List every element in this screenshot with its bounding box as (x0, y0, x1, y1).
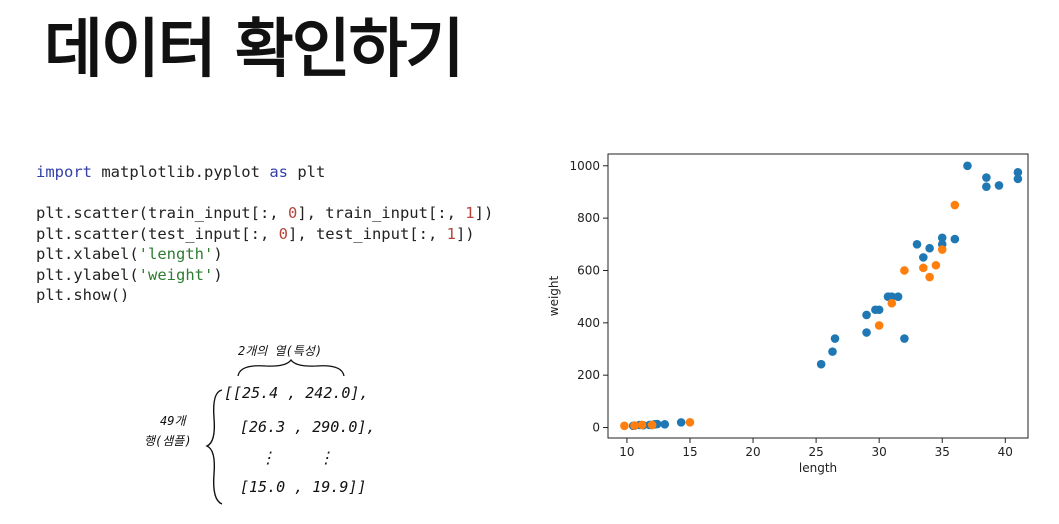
test-point (874, 321, 884, 330)
train-point (816, 359, 826, 369)
x-tick-label: 15 (682, 445, 697, 459)
train-point (830, 334, 840, 343)
test-point (637, 420, 647, 430)
code-line-scatter-test: plt.scatter(test_input[:, 0], test_input… (36, 224, 493, 245)
code-text: ]) (474, 204, 494, 222)
code-string: 'weight' (138, 265, 214, 284)
columns-note: 2개의 열(특성) (238, 344, 323, 358)
code-line-show: plt.show() (36, 286, 130, 304)
matrix-row-last: [15.0 , 19.9]] (240, 478, 367, 496)
plot-frame (607, 153, 1029, 439)
code-line-ylabel: plt.ylabel('weight') (36, 265, 493, 286)
train-point (925, 243, 934, 253)
test-point (900, 266, 909, 275)
matrix-row-1: [[25.4 , 242.0], (224, 384, 369, 402)
code-text: ) (213, 265, 223, 284)
train-point (874, 305, 884, 315)
code-text: plt.xlabel( (36, 245, 139, 263)
matrix-dots-right: ⋮ (318, 448, 334, 467)
test-point (919, 263, 928, 273)
train-point (982, 182, 991, 192)
x-axis-label: length (799, 461, 837, 475)
train-point (1013, 168, 1023, 177)
y-tick-label: 1000 (569, 159, 600, 173)
rows-note-label: 행(샘플) (144, 434, 192, 448)
code-text: matplotlib.pyplot (92, 163, 270, 181)
brace-left (205, 389, 223, 505)
test-point (950, 200, 960, 210)
train-point (660, 420, 670, 429)
train-point (676, 418, 686, 427)
code-line-scatter-train: plt.scatter(train_input[:, 0], train_inp… (36, 203, 493, 224)
code-text: plt.scatter(train_input[:, (36, 204, 288, 222)
code-text: plt.scatter(test_input[:, (36, 224, 279, 243)
code-text: ], test_input[:, (287, 224, 447, 243)
code-text: ) (213, 245, 223, 263)
matrix-row-2: [26.3 , 290.0], (240, 418, 376, 436)
train-point (919, 253, 928, 262)
code-number: 1 (465, 204, 475, 222)
matrix-dots-left: ⋮ (260, 448, 276, 467)
train-point (982, 173, 991, 182)
y-tick-label: 400 (577, 316, 600, 330)
x-tick-label: 10 (619, 445, 634, 459)
train-point (900, 334, 909, 343)
y-tick-label: 800 (577, 211, 600, 225)
y-axis-label: weight (547, 275, 561, 316)
code-line-blank (36, 183, 493, 204)
train-point (893, 292, 903, 301)
x-tick-label: 25 (808, 445, 823, 459)
code-number: 1 (446, 224, 456, 243)
x-tick-label: 40 (998, 445, 1013, 459)
x-tick-label: 35 (935, 445, 950, 459)
scatter-chart: 10 15 20 25 30 35 4002004006008001000lengthwei… (547, 153, 1029, 475)
code-keyword: import (36, 163, 92, 181)
code-text: ]) (455, 224, 475, 243)
test-point (887, 298, 897, 308)
test-point (937, 245, 947, 254)
test-point (647, 420, 657, 430)
train-point (862, 328, 871, 337)
train-point (963, 161, 972, 171)
code-text: plt.ylabel( (36, 265, 139, 284)
train-point (937, 233, 947, 243)
code-block: import matplotlib.pyplot as plt plt.scat… (36, 162, 493, 306)
train-point (994, 181, 1004, 190)
code-string: 'length' (138, 245, 214, 263)
y-tick-label: 200 (577, 368, 600, 382)
rows-note-count: 49개 (160, 414, 186, 428)
test-point (925, 272, 934, 282)
code-text: plt (287, 163, 326, 181)
test-point (620, 421, 629, 431)
code-line-xlabel: plt.xlabel('length') (36, 244, 493, 265)
train-point (950, 234, 960, 244)
x-tick-label: 30 (872, 445, 887, 459)
y-tick-label: 0 (592, 421, 600, 435)
test-point (630, 421, 639, 430)
code-number: 0 (287, 204, 298, 222)
code-number: 0 (278, 224, 288, 243)
test-point (685, 418, 695, 427)
train-point (912, 240, 922, 249)
test-point (931, 260, 941, 270)
page-title: 데이터 확인하기 (44, 13, 464, 87)
train-point (887, 292, 897, 301)
code-keyword: as (269, 163, 288, 181)
train-point (828, 347, 837, 356)
train-point (1013, 174, 1023, 184)
code-line-import: import matplotlib.pyplot as plt (36, 162, 493, 183)
brace-top (237, 358, 345, 377)
code-text: ], train_input[:, (297, 204, 466, 222)
y-tick-label: 600 (577, 263, 600, 277)
x-tick-label: 20 (745, 445, 760, 459)
train-point (862, 310, 871, 320)
